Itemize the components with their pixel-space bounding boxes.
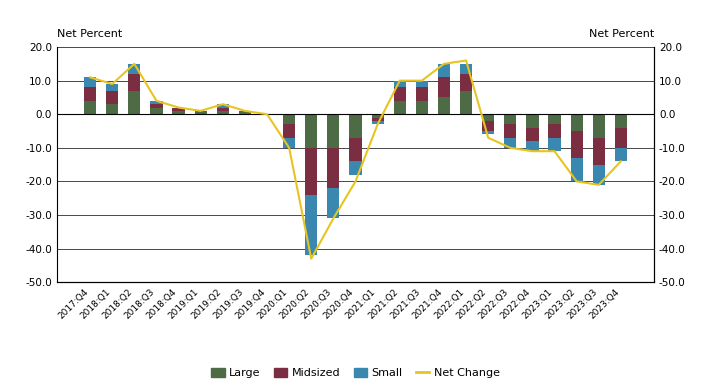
Bar [84, 101, 96, 114]
Bar [327, 188, 339, 218]
Bar [394, 81, 406, 87]
Bar [239, 111, 251, 114]
Bar [570, 158, 583, 181]
Bar [305, 114, 317, 148]
Bar [548, 124, 561, 138]
Bar [195, 111, 207, 114]
Bar [84, 87, 96, 101]
Bar [570, 131, 583, 158]
Bar [283, 138, 295, 148]
Bar [593, 114, 605, 138]
Text: Net Percent: Net Percent [57, 29, 122, 39]
Bar [548, 114, 561, 124]
Text: Net Percent: Net Percent [589, 29, 654, 39]
Bar [372, 118, 384, 121]
Bar [173, 111, 185, 114]
Bar [106, 104, 118, 114]
Bar [526, 114, 538, 128]
Bar [327, 114, 339, 148]
Bar [593, 165, 605, 185]
Bar [482, 121, 494, 131]
Bar [526, 141, 538, 151]
Bar [394, 87, 406, 101]
Bar [84, 77, 96, 87]
Legend: Large, Midsized, Small, Net Change: Large, Midsized, Small, Net Change [207, 363, 504, 383]
Bar [438, 98, 450, 114]
Bar [438, 64, 450, 77]
Bar [305, 148, 317, 195]
Bar [150, 107, 163, 114]
Bar [548, 138, 561, 151]
Bar [349, 161, 362, 175]
Bar [526, 128, 538, 141]
Bar [283, 124, 295, 138]
Bar [283, 114, 295, 124]
Bar [106, 84, 118, 91]
Bar [128, 64, 141, 74]
Bar [593, 138, 605, 165]
Bar [150, 104, 163, 107]
Bar [106, 91, 118, 104]
Bar [372, 121, 384, 124]
Bar [460, 64, 472, 74]
Bar [327, 148, 339, 188]
Bar [305, 195, 317, 255]
Bar [460, 91, 472, 114]
Bar [416, 101, 428, 114]
Bar [394, 101, 406, 114]
Bar [615, 148, 627, 161]
Bar [416, 87, 428, 101]
Bar [482, 131, 494, 134]
Bar [372, 114, 384, 118]
Bar [504, 124, 516, 138]
Bar [482, 114, 494, 121]
Bar [438, 77, 450, 98]
Bar [460, 74, 472, 91]
Bar [349, 138, 362, 161]
Bar [173, 107, 185, 111]
Bar [349, 114, 362, 138]
Bar [128, 91, 141, 114]
Bar [570, 114, 583, 131]
Bar [504, 114, 516, 124]
Bar [217, 104, 229, 107]
Bar [150, 101, 163, 104]
Bar [217, 111, 229, 114]
Bar [128, 74, 141, 91]
Bar [416, 81, 428, 87]
Bar [615, 128, 627, 148]
Bar [504, 138, 516, 148]
Bar [615, 114, 627, 128]
Bar [217, 107, 229, 111]
